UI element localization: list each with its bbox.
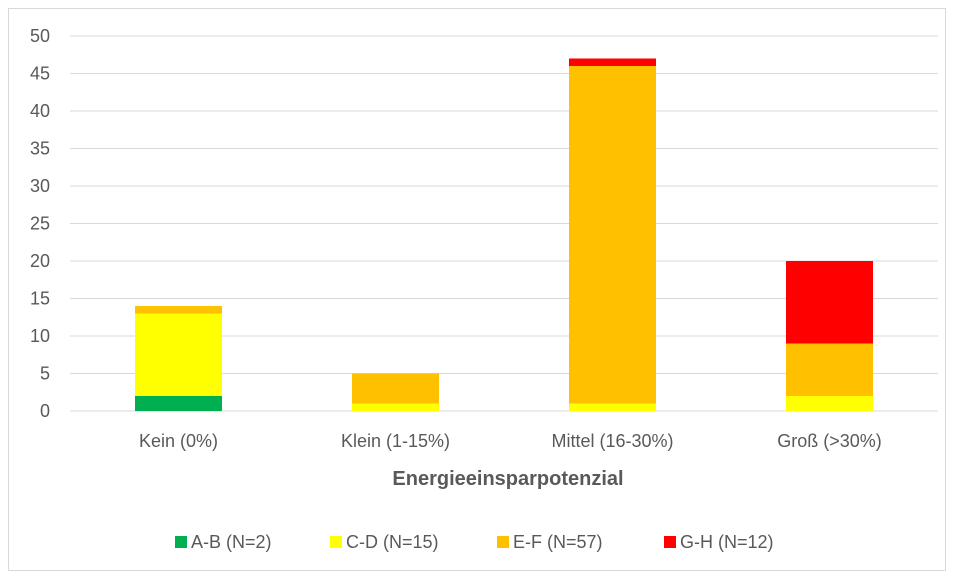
- x-tick-label: Klein (1-15%): [341, 431, 450, 451]
- bar-segment-2-3: [569, 58, 656, 66]
- x-tick-label: Groß (>30%): [777, 431, 882, 451]
- legend-swatch: [664, 536, 676, 548]
- legend-label: C-D (N=15): [346, 532, 439, 552]
- y-tick-label: 30: [30, 176, 50, 196]
- bar-segment-2-2: [569, 66, 656, 404]
- legend-swatch: [175, 536, 187, 548]
- y-tick-label: 10: [30, 326, 50, 346]
- x-axis-label: Energieeinsparpotenzial: [392, 468, 623, 490]
- legend-label: A-B (N=2): [191, 532, 272, 552]
- legend: A-B (N=2) C-D (N=15) E-F (N=57) G-H (N=12): [175, 532, 774, 552]
- x-axis-ticks: Kein (0%) Klein (1-15%) Mittel (16-30%) Gro…: [139, 431, 882, 451]
- bar-segment-3-1: [786, 396, 873, 411]
- x-tick-label: Mittel (16-30%): [551, 431, 673, 451]
- y-tick-label: 0: [40, 401, 50, 421]
- y-tick-label: 20: [30, 251, 50, 271]
- bar-segment-3-3: [786, 261, 873, 344]
- legend-swatch: [497, 536, 509, 548]
- y-tick-label: 40: [30, 101, 50, 121]
- bar-segment-3-2: [786, 343, 873, 396]
- bar-segment-0-0: [135, 396, 222, 411]
- bar-segment-0-2: [135, 306, 222, 314]
- x-tick-label: Kein (0%): [139, 431, 218, 451]
- bar-segment-1-2: [352, 373, 439, 404]
- y-tick-label: 50: [30, 26, 50, 46]
- y-tick-label: 35: [30, 139, 50, 159]
- legend-label: E-F (N=57): [513, 532, 603, 552]
- bars: [135, 58, 873, 411]
- bar-segment-0-1: [135, 313, 222, 396]
- y-tick-label: 15: [30, 289, 50, 309]
- y-axis-ticks: 0 5 10 15 20 25 30 35 40 45 50: [30, 26, 50, 421]
- legend-label: G-H (N=12): [680, 532, 774, 552]
- bar-segment-1-1: [352, 403, 439, 411]
- bar-segment-2-1: [569, 403, 656, 411]
- y-tick-label: 45: [30, 64, 50, 84]
- y-tick-label: 5: [40, 364, 50, 384]
- y-tick-label: 25: [30, 214, 50, 234]
- legend-swatch: [330, 536, 342, 548]
